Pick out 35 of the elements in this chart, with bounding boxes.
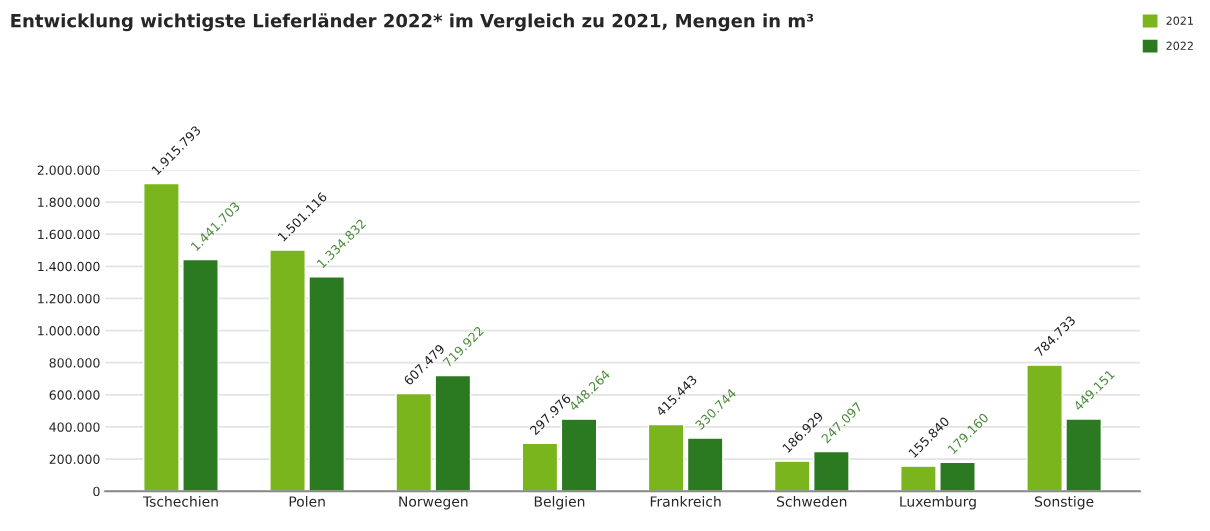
chart-title: Entwicklung wichtigste Lieferländer 2022* im Vergleich zu 2021, Mengen in m³ [11,13,814,32]
bar [686,437,724,492]
x-tick-label: Polen [289,496,325,507]
x-tick-label: Norwegen [399,496,468,510]
y-tick-label: 1.800.000 [38,197,100,207]
x-tick-label: Tschechien [142,496,218,507]
bar [143,182,180,492]
bar [1026,364,1063,492]
bar [773,460,811,492]
y-tick-label: 1.200.000 [38,293,100,304]
y-tick-label: 1.400.000 [38,261,100,272]
y-tick-label: 0 [93,486,100,497]
bar [1065,418,1103,492]
bar [939,461,976,492]
bar [308,276,346,492]
y-tick-label: 2.000.000 [37,165,100,175]
x-tick-label: Luxemburg [900,496,976,510]
legend-label: 2022 [1166,41,1193,50]
x-tick-label: Belgien [534,496,585,510]
x-tick-label: Sonstige [1035,496,1094,510]
x-tick-label: Frankreich [650,496,721,507]
legend-label: 2021 [1166,16,1193,25]
y-tick-label: 200.000 [49,454,100,464]
bar [647,423,685,492]
y-tick-label: 800.000 [49,358,100,368]
y-tick-label: 1.000.000 [38,326,100,336]
bar [269,249,306,492]
bar [182,258,219,492]
x-tick-label: Schweden [777,496,847,507]
bar [900,465,937,492]
y-tick-label: 1.600.000 [38,229,100,240]
bar [395,392,433,492]
y-tick-label: 400.000 [49,422,100,432]
y-tick-label: 600.000 [49,390,100,400]
bar [521,442,559,492]
